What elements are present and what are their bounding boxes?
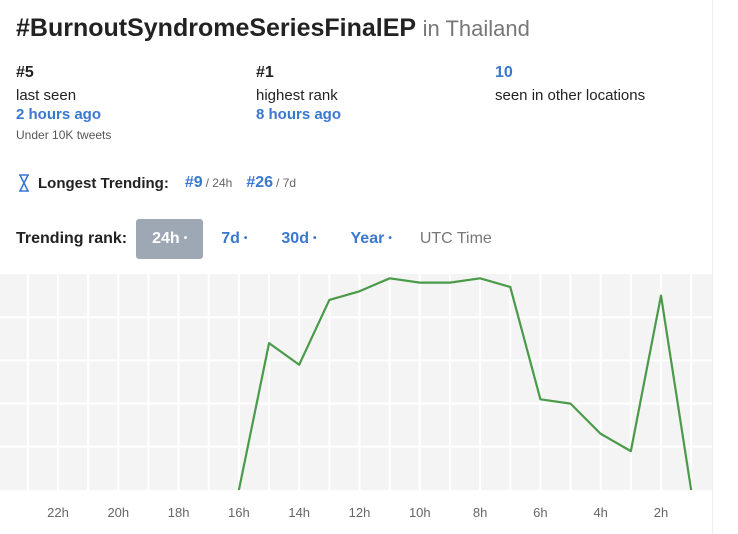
trending-rank-chart: 22h 20h 18h 16h 14h 12h 10h 8h 6h 4h 2h: [0, 274, 712, 520]
stat-last-seen: #5 last seen 2 hours ago Under 10K tweet…: [16, 64, 111, 142]
utc-time-toggle[interactable]: UTC Time: [419, 230, 492, 247]
trending-rank-bar: Trending rank: 24h • 7d • 30d • Year • UTC T…: [16, 219, 492, 259]
longest-24h-period: / 24h: [205, 176, 233, 190]
other-locations-label: seen in other locations: [495, 87, 646, 104]
highest-rank-label: highest rank: [256, 87, 338, 104]
location-label: in Thailand: [422, 16, 530, 41]
highest-rank-value: #1: [256, 64, 274, 81]
tab-30d[interactable]: 30d •: [281, 230, 317, 248]
trending-rank-label: Trending rank:: [16, 230, 128, 247]
longest-24h-rank[interactable]: #9: [184, 174, 203, 191]
x-tick-label: 16h: [228, 505, 250, 520]
x-tick-label: 12h: [349, 505, 371, 520]
tab-year[interactable]: Year •: [350, 230, 392, 248]
hourglass-icon: [19, 174, 29, 192]
hashtag-title: #BurnoutSyndromeSeriesFinalEP: [16, 14, 416, 42]
x-tick-label: 14h: [288, 505, 310, 520]
stat-other-locations: 10 seen in other locations: [495, 64, 645, 104]
longest-trending-label: Longest Trending:: [38, 174, 169, 192]
tab-24h[interactable]: 24h •: [136, 219, 204, 259]
rank-line: [237, 277, 693, 491]
plot-area: [0, 274, 712, 490]
last-seen-label: last seen: [16, 87, 77, 104]
x-tick-label: 10h: [409, 505, 431, 520]
last-seen-time[interactable]: 2 hours ago: [16, 106, 102, 123]
x-tick-label: 8h: [473, 505, 487, 520]
x-tick-label: 2h: [654, 505, 668, 520]
other-locations-count[interactable]: 10: [495, 64, 513, 81]
tab-7d[interactable]: 7d •: [221, 230, 248, 248]
x-tick-label: 22h: [47, 505, 69, 520]
scrollbar-track[interactable]: [712, 0, 713, 534]
page-title: #BurnoutSyndromeSeriesFinalEP in Thailan…: [16, 14, 530, 43]
x-tick-label: 4h: [593, 505, 607, 520]
last-seen-rank: #5: [16, 64, 34, 81]
longest-7d-period: / 7d: [276, 176, 297, 190]
tweet-volume: Under 10K tweets: [16, 128, 112, 142]
stat-highest-rank: #1 highest rank 8 hours ago: [256, 64, 341, 123]
longest-7d-rank[interactable]: #26: [246, 174, 274, 191]
highest-rank-time[interactable]: 8 hours ago: [256, 106, 342, 123]
longest-trending: Longest Trending: #9/ 24h #26/ 7d: [18, 174, 310, 192]
x-tick-label: 20h: [107, 505, 129, 520]
x-tick-label: 18h: [168, 505, 190, 520]
x-tick-label: 6h: [533, 505, 547, 520]
